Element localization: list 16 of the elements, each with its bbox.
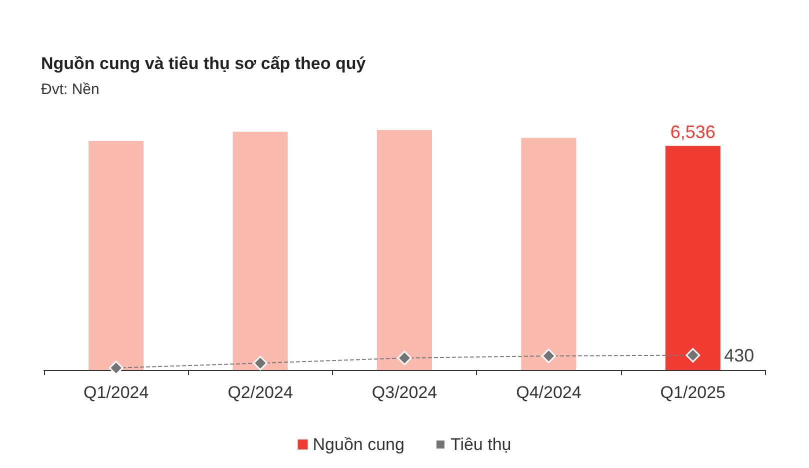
point — [397, 350, 412, 366]
point — [253, 356, 268, 370]
x-tick-label: Q3/2024 — [372, 383, 438, 402]
x-tick-label: Q4/2024 — [516, 383, 582, 402]
legend-label: Nguồn cung — [312, 435, 404, 454]
data-label: 6,536 — [670, 122, 716, 142]
x-tick-label: Q1/2025 — [660, 383, 726, 402]
data-label: 430 — [724, 345, 754, 366]
point — [686, 348, 700, 363]
x-tick-label: Q1/2024 — [83, 383, 149, 402]
chart-title: Nguồn cung và tiêu thụ sơ cấp theo quý — [41, 54, 366, 73]
x-tick-label: Q2/2024 — [228, 383, 293, 402]
legend-label: Tiêu thụ — [450, 435, 512, 454]
chart-subtitle: Đvt: Nền — [41, 81, 100, 98]
point — [108, 360, 124, 376]
point — [541, 348, 556, 364]
